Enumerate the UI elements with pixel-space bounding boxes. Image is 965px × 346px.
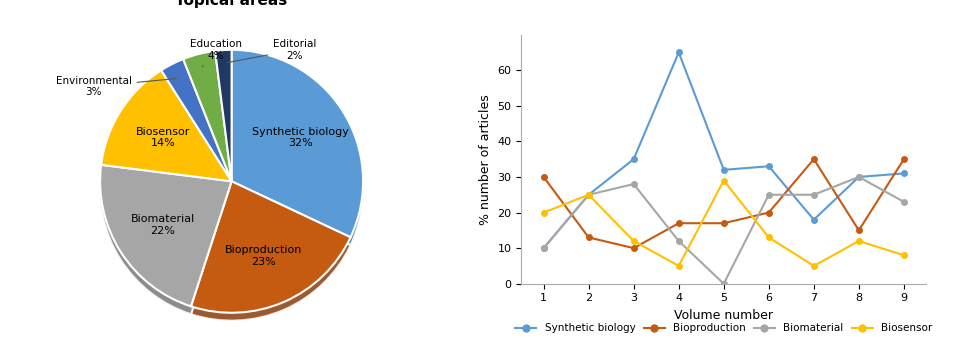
Wedge shape [161, 67, 232, 189]
Synthetic biology [853, 175, 865, 179]
Text: Environmental
3%: Environmental 3% [56, 76, 177, 98]
Wedge shape [100, 173, 232, 314]
Biomaterial [538, 246, 549, 250]
Wedge shape [191, 181, 350, 313]
Biosensor [583, 193, 594, 197]
Biomaterial [853, 175, 865, 179]
Synthetic biology [628, 157, 640, 161]
Legend: Synthetic biology, Bioproduction, Biomaterial, Biosensor: Synthetic biology, Bioproduction, Biomat… [511, 319, 936, 337]
Title: Topical areas: Topical areas [176, 0, 288, 8]
Bioproduction [538, 175, 549, 179]
Biosensor [808, 264, 819, 268]
Wedge shape [191, 189, 350, 321]
Synthetic biology [718, 168, 730, 172]
Synthetic biology [673, 50, 684, 54]
Biomaterial [718, 282, 730, 286]
Biosensor [898, 253, 910, 257]
Bioproduction [898, 157, 910, 161]
Wedge shape [232, 58, 363, 245]
Biosensor [853, 239, 865, 243]
Bioproduction [853, 228, 865, 233]
X-axis label: Volume number: Volume number [675, 309, 773, 322]
Biomaterial [898, 200, 910, 204]
Text: Editorial
2%: Editorial 2% [227, 39, 317, 63]
Bioproduction [763, 210, 775, 215]
Wedge shape [100, 165, 232, 306]
Synthetic biology [538, 246, 549, 250]
Biosensor [538, 210, 549, 215]
Biomaterial [628, 182, 640, 186]
Synthetic biology [763, 164, 775, 169]
Text: Education
4%: Education 4% [190, 39, 242, 67]
Biomaterial [583, 193, 594, 197]
Bioproduction [628, 246, 640, 250]
Synthetic biology [898, 171, 910, 175]
Bioproduction [718, 221, 730, 225]
Biosensor [628, 239, 640, 243]
Line: Biomaterial: Biomaterial [540, 174, 907, 286]
Text: Biosensor
14%: Biosensor 14% [136, 127, 190, 148]
Biosensor [763, 235, 775, 239]
Line: Bioproduction: Bioproduction [540, 156, 907, 251]
Wedge shape [161, 59, 232, 181]
Text: Biomaterial
22%: Biomaterial 22% [130, 214, 195, 236]
Biomaterial [763, 193, 775, 197]
Biomaterial [673, 239, 684, 243]
Synthetic biology [583, 193, 594, 197]
Biomaterial [808, 193, 819, 197]
Wedge shape [215, 58, 232, 189]
Wedge shape [183, 51, 232, 181]
Biosensor [673, 264, 684, 268]
Line: Biosensor: Biosensor [540, 178, 907, 269]
Wedge shape [232, 50, 363, 237]
Wedge shape [215, 50, 232, 181]
Line: Synthetic biology: Synthetic biology [540, 49, 907, 251]
Synthetic biology [808, 218, 819, 222]
Biosensor [718, 179, 730, 183]
Text: Bioproduction
23%: Bioproduction 23% [225, 245, 303, 267]
Wedge shape [101, 70, 232, 181]
Wedge shape [183, 59, 232, 189]
Text: Synthetic biology
32%: Synthetic biology 32% [252, 127, 349, 148]
Bioproduction [583, 235, 594, 239]
Bioproduction [673, 221, 684, 225]
Bioproduction [808, 157, 819, 161]
Wedge shape [101, 78, 232, 189]
Y-axis label: % number of articles: % number of articles [479, 94, 492, 225]
